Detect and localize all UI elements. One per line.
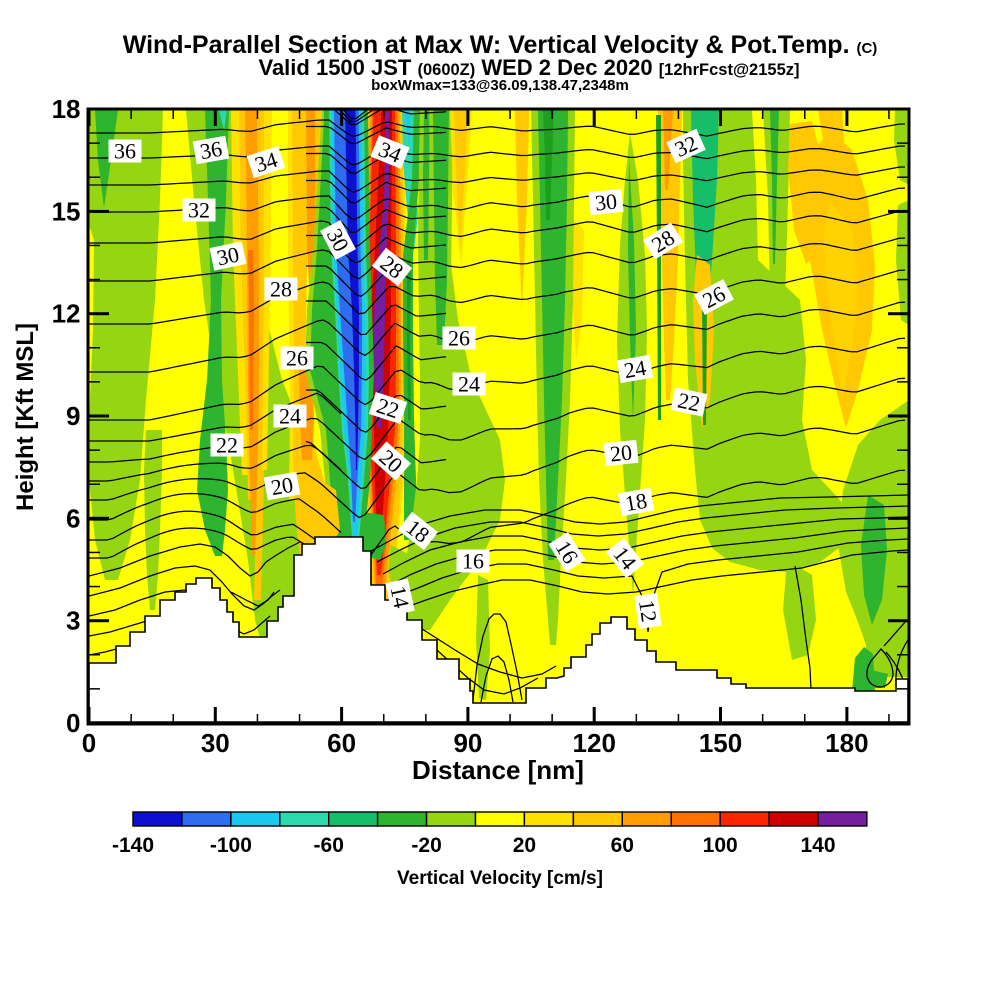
- svg-text:150: 150: [699, 728, 742, 758]
- svg-text:24: 24: [279, 404, 301, 429]
- svg-text:-60: -60: [314, 834, 344, 857]
- svg-text:14: 14: [385, 584, 414, 611]
- svg-text:20: 20: [513, 834, 536, 857]
- svg-text:12: 12: [52, 299, 81, 329]
- svg-text:15: 15: [52, 196, 81, 226]
- svg-text:26: 26: [286, 346, 308, 371]
- svg-text:16: 16: [462, 549, 484, 574]
- svg-text:36: 36: [114, 139, 136, 164]
- svg-text:Distance [nm]: Distance [nm]: [412, 755, 584, 785]
- svg-text:9: 9: [66, 401, 80, 431]
- svg-text:140: 140: [800, 834, 835, 857]
- svg-text:100: 100: [703, 834, 738, 857]
- svg-text:12: 12: [634, 598, 662, 623]
- svg-text:-20: -20: [411, 834, 441, 857]
- svg-text:-140: -140: [112, 834, 154, 857]
- svg-text:22: 22: [216, 433, 238, 458]
- svg-text:24: 24: [458, 372, 480, 397]
- svg-text:30: 30: [201, 728, 230, 758]
- svg-text:18: 18: [623, 488, 649, 516]
- svg-text:0: 0: [82, 728, 96, 758]
- svg-text:boxWmax=133@36.09,138.47,2348m: boxWmax=133@36.09,138.47,2348m: [371, 77, 629, 94]
- svg-text:Height [Kft MSL]: Height [Kft MSL]: [12, 323, 39, 511]
- svg-text:60: 60: [327, 728, 356, 758]
- svg-text:Vertical Velocity [cm/s]: Vertical Velocity [cm/s]: [397, 868, 603, 889]
- svg-text:3: 3: [66, 606, 80, 636]
- svg-text:30: 30: [215, 241, 242, 270]
- svg-text:24: 24: [622, 355, 648, 383]
- svg-text:22: 22: [676, 387, 703, 416]
- svg-text:Wind-Parallel Section at Max W: Wind-Parallel Section at Max W: Vertical…: [123, 31, 878, 59]
- svg-text:60: 60: [611, 834, 634, 857]
- svg-text:30: 30: [594, 188, 618, 215]
- svg-text:-100: -100: [210, 834, 252, 857]
- svg-text:28: 28: [270, 277, 292, 302]
- svg-text:26: 26: [448, 326, 470, 351]
- svg-text:20: 20: [609, 439, 633, 466]
- svg-text:20: 20: [269, 472, 295, 500]
- svg-text:120: 120: [573, 728, 616, 758]
- svg-text:6: 6: [66, 503, 80, 533]
- svg-text:36: 36: [198, 136, 224, 164]
- svg-text:90: 90: [453, 728, 482, 758]
- svg-text:0: 0: [66, 708, 80, 738]
- svg-text:18: 18: [52, 94, 81, 124]
- svg-text:180: 180: [825, 728, 868, 758]
- svg-text:32: 32: [188, 198, 210, 223]
